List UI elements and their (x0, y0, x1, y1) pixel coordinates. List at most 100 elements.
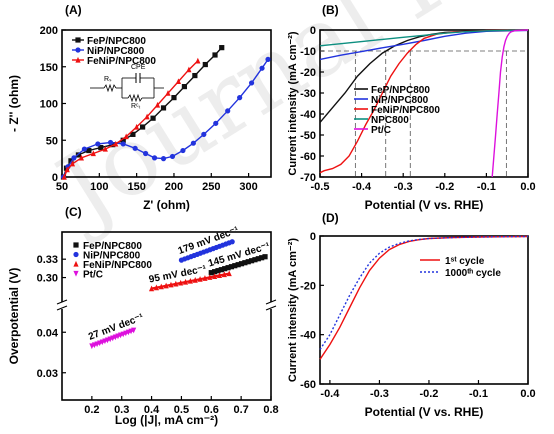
panel-b-ylabel: Current intensity (mA cm⁻²) (287, 31, 299, 175)
panel-c-point (208, 270, 214, 276)
panel-a-point (102, 145, 108, 152)
panel-c-slope-label: 27 mV dec⁻¹ (87, 312, 146, 343)
panel-c-point (259, 255, 265, 261)
panel-c-point (252, 257, 258, 263)
panel-c-legend-marker (73, 251, 79, 258)
panel-a-xtick-label: 50 (56, 181, 68, 193)
panel-d-series-line (319, 235, 529, 350)
panel-b-ytick-label: -20 (300, 67, 316, 79)
panel-a-inset-rct-label: Rᶜₜ (131, 103, 141, 110)
panel-a-point (160, 105, 167, 111)
panel-c-point (228, 264, 235, 270)
panel-a-point (90, 150, 96, 157)
panel-b-legend-label: NiP/NPC800 (371, 95, 429, 106)
panel-c-point (232, 263, 238, 269)
panel-c-point (242, 260, 248, 266)
panel-b-series-line (319, 29, 529, 47)
panel-d-ytick-label: -20 (300, 280, 316, 292)
panel-c-point (255, 256, 261, 262)
panel-c-legend-label: FeNiP/NPC800 (83, 260, 152, 271)
panel-c-point (131, 327, 137, 334)
panel-a-point (95, 141, 101, 147)
panel-c-point (173, 280, 179, 287)
panel-c-axis-break (58, 302, 66, 309)
panel-a-inset-cpe-label: CPE (131, 64, 146, 71)
panel-a-point (123, 133, 129, 140)
panel-a-xtick-label: 300 (239, 181, 257, 193)
panel-a-ytick-label: 100 (40, 99, 58, 111)
panel-c-axis-break (56, 305, 68, 311)
panel-a-xtick-label: 100 (90, 181, 108, 193)
panel-c-point (238, 261, 245, 267)
panel-c-point (163, 282, 169, 289)
panel-b-label: (B) (322, 3, 339, 17)
panel-c-axis-break (265, 299, 277, 305)
panel-b-xtick-label: -0.3 (394, 181, 413, 193)
panel-b-xtick-label: -0.4 (352, 181, 372, 193)
panel-c-xtick-label: 0.6 (204, 404, 219, 416)
panel-c-point (226, 270, 232, 277)
panel-a-point (186, 66, 192, 73)
panel-b-series-line (319, 29, 529, 61)
panel-a-point (150, 115, 156, 121)
panel-a-ylabel: - Z'' (ohm) (7, 75, 21, 132)
panel-a-xtick-label: 200 (165, 181, 183, 193)
panel-a-point (237, 95, 243, 101)
panel-d-series-line (319, 235, 529, 360)
panel-a-point (98, 145, 104, 151)
panel-b-series-line (491, 29, 529, 178)
panel-c-xtick-label: 0.2 (84, 404, 99, 416)
panel-c-point (153, 284, 160, 291)
panel-c-point (178, 279, 184, 286)
panel-c-point (215, 268, 221, 274)
panel-a-point (107, 139, 114, 146)
panel-a-point (134, 123, 140, 130)
panel-a-legend-marker (75, 47, 81, 53)
panel-c-xtick-label: 0.7 (233, 404, 248, 416)
panel-a-point (69, 160, 76, 167)
panel-a-ytick-label: 150 (40, 62, 58, 74)
panel-c-point (187, 277, 193, 284)
panel-a-point (61, 173, 67, 180)
panel-c-ytick-label: 0.04 (37, 327, 59, 339)
panel-b-ytick-label: -30 (300, 88, 316, 100)
panel-a-point (140, 124, 146, 130)
panel-a-point (248, 80, 255, 86)
panel-a-inset-rs (103, 83, 117, 93)
panel-c-xtick-label: 0.8 (263, 404, 278, 416)
panel-a-point (154, 101, 161, 108)
panel-b-xtick-label: -0.5 (311, 181, 330, 193)
panel-d-ytick-label: 0 (310, 231, 316, 243)
panel-c-point (158, 283, 164, 290)
panel-c-ytick-label: 0.03 (37, 368, 58, 380)
panel-c-point (212, 273, 218, 279)
panel-a-point (165, 90, 171, 96)
panel-a-legend-marker (75, 56, 81, 63)
panel-c-point (248, 258, 255, 264)
panel-a-point (160, 156, 167, 162)
panel-d-ytick-label: -60 (300, 379, 316, 391)
panel-a-point (171, 95, 177, 101)
panel-c-axis-break (267, 302, 275, 309)
panel-a-point (71, 155, 77, 161)
panel-d-xtick-label: -0.3 (370, 388, 389, 400)
panel-c-ytick-label: 0.33 (37, 254, 58, 266)
panel-d-label: (D) (322, 211, 339, 225)
panel-d-frame (319, 235, 529, 385)
panel-d-xtick-label: -0.2 (419, 388, 438, 400)
panel-b-legend-label: Pt/C (371, 125, 391, 136)
panel-c-label: (C) (65, 205, 82, 219)
panel-c-xtick-label: 0.3 (114, 404, 129, 416)
panel-b-ytick-label: 0 (310, 25, 316, 37)
panel-d-legend-label: 1ˢᵗ cycle (445, 256, 485, 267)
panel-c-legend-marker (73, 260, 79, 267)
panel-a-legend-label: NiP/NPC800 (87, 46, 145, 57)
panel-b-ytick-label: -70 (300, 172, 316, 184)
panel-a-point (151, 155, 158, 161)
panel-a-xtick-label: 150 (127, 181, 145, 193)
panel-a-point (213, 120, 219, 126)
panel-a-point (219, 45, 225, 51)
panel-b-ytick-label: -40 (300, 109, 316, 121)
panel-a-inset-rs-label: Rₛ (104, 76, 112, 83)
